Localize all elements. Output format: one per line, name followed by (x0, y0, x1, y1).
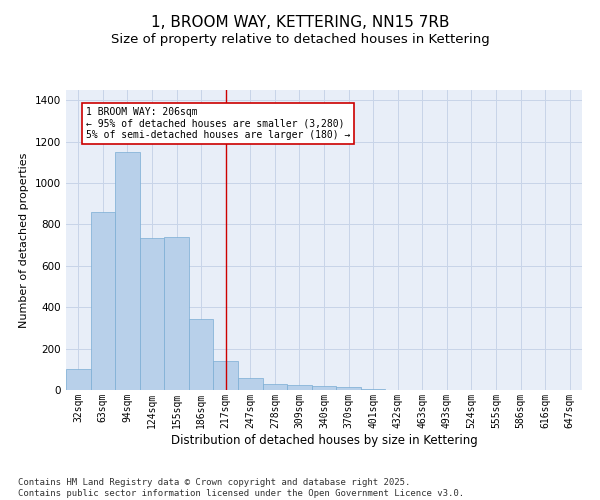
Bar (164, 237, 189, 390)
Bar (287, 385, 312, 390)
Text: Size of property relative to detached houses in Kettering: Size of property relative to detached ho… (110, 32, 490, 46)
Text: 1 BROOM WAY: 206sqm
← 95% of detached houses are smaller (3,280)
5% of semi-deta: 1 BROOM WAY: 206sqm ← 95% of detached ho… (86, 106, 350, 140)
Bar (140, 238, 164, 390)
Bar (263, 384, 287, 390)
Bar (312, 386, 336, 390)
Y-axis label: Number of detached properties: Number of detached properties (19, 152, 29, 328)
Bar (115, 152, 140, 390)
X-axis label: Distribution of detached houses by size in Kettering: Distribution of detached houses by size … (170, 434, 478, 446)
Text: Contains HM Land Registry data © Crown copyright and database right 2025.
Contai: Contains HM Land Registry data © Crown c… (18, 478, 464, 498)
Bar (189, 318, 214, 390)
Bar (66, 370, 91, 390)
Bar (214, 361, 238, 390)
Bar (238, 378, 263, 390)
Bar (91, 212, 115, 390)
Text: 1, BROOM WAY, KETTERING, NN15 7RB: 1, BROOM WAY, KETTERING, NN15 7RB (151, 15, 449, 30)
Bar (336, 387, 361, 390)
